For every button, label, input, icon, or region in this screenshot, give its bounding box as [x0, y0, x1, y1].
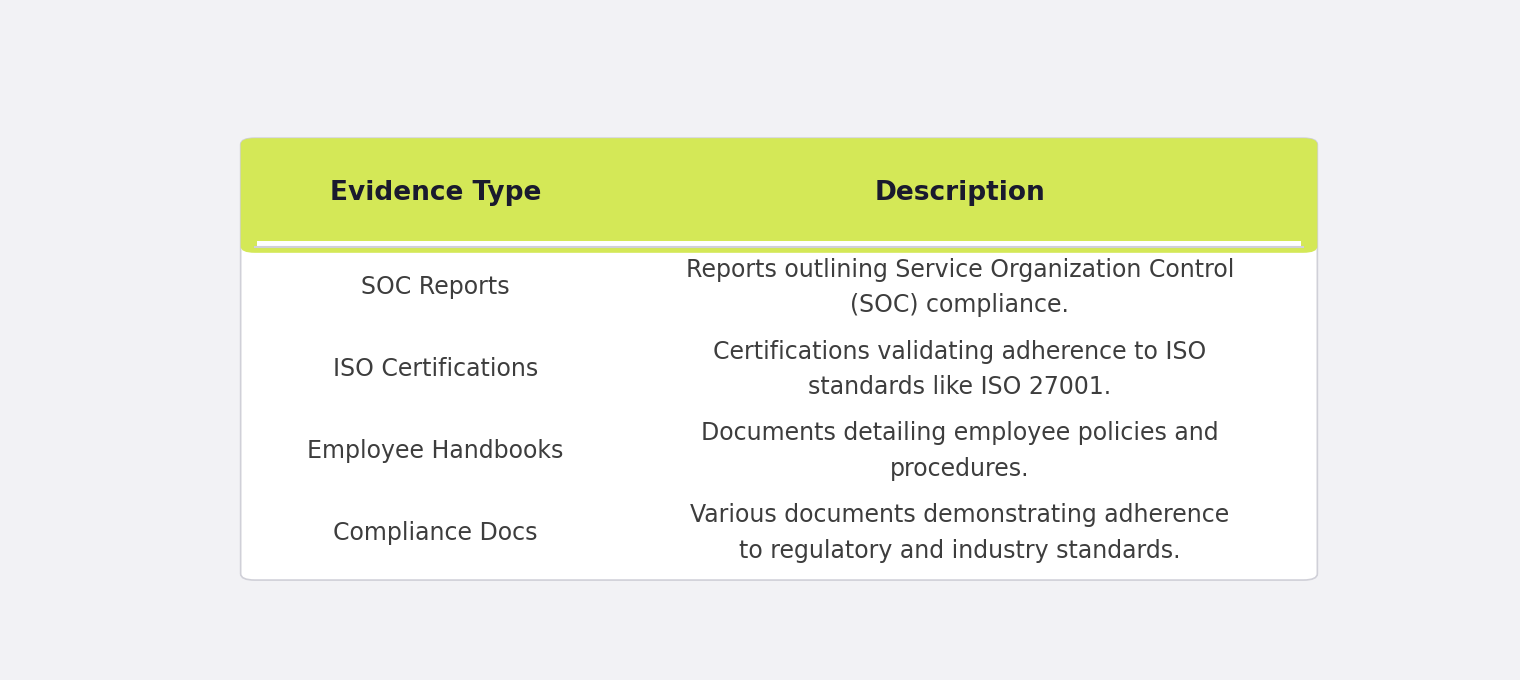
Text: Compliance Docs: Compliance Docs — [333, 521, 538, 545]
Text: Reports outlining Service Organization Control
(SOC) compliance.: Reports outlining Service Organization C… — [686, 258, 1234, 317]
Text: Description: Description — [874, 180, 1046, 206]
Bar — [255, 201, 1303, 247]
Text: Various documents demonstrating adherence
to regulatory and industry standards.: Various documents demonstrating adherenc… — [690, 503, 1230, 562]
Text: Documents detailing employee policies and
procedures.: Documents detailing employee policies an… — [701, 422, 1219, 481]
FancyBboxPatch shape — [240, 138, 1318, 580]
Text: SOC Reports: SOC Reports — [362, 275, 509, 299]
FancyBboxPatch shape — [240, 138, 1318, 253]
Text: Certifications validating adherence to ISO
standards like ISO 27001.: Certifications validating adherence to I… — [713, 339, 1207, 399]
Text: Employee Handbooks: Employee Handbooks — [307, 439, 564, 463]
Text: Evidence Type: Evidence Type — [330, 180, 541, 206]
Bar — [257, 241, 1301, 247]
Text: ISO Certifications: ISO Certifications — [333, 357, 538, 381]
